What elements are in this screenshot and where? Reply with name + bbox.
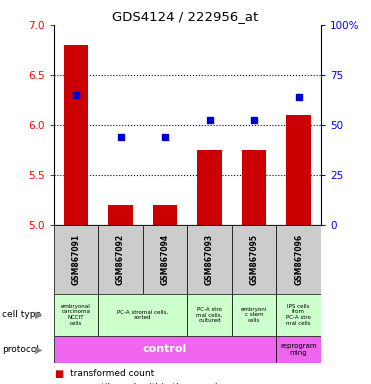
Bar [108,205,133,225]
Bar [187,225,232,294]
Bar [54,225,98,294]
Text: ■: ■ [54,383,63,384]
Text: GDS4124 / 222956_at: GDS4124 / 222956_at [112,10,259,23]
Bar [276,225,321,294]
Bar [242,150,266,225]
Text: percentile rank within the sample: percentile rank within the sample [70,383,224,384]
Text: ■: ■ [54,369,63,379]
Bar [276,294,321,336]
Point [73,92,79,98]
Text: ▶: ▶ [35,310,43,320]
Bar [187,294,232,336]
Bar [98,225,143,294]
Bar [276,336,321,363]
Bar [54,294,98,336]
Text: GSM867091: GSM867091 [72,233,81,285]
Bar [98,294,187,336]
Bar [197,150,222,225]
Bar [64,45,88,225]
Text: cell type: cell type [2,310,41,319]
Text: embryoni
c stem
cells: embryoni c stem cells [241,306,267,323]
Text: reprogram
ming: reprogram ming [280,343,317,356]
Text: GSM867092: GSM867092 [116,233,125,285]
Text: embryonal
carcinoma
NCCIT
cells: embryonal carcinoma NCCIT cells [61,304,91,326]
Text: protocol: protocol [2,345,39,354]
Bar [232,225,276,294]
Text: ▶: ▶ [35,344,43,354]
Text: PC-A stromal cells,
sorted: PC-A stromal cells, sorted [117,310,168,320]
Bar [54,336,276,363]
Point [162,134,168,140]
Bar [153,205,177,225]
Text: GSM867096: GSM867096 [294,233,303,285]
Text: GSM867095: GSM867095 [250,234,259,285]
Text: PC-A stro
mal cells,
cultured: PC-A stro mal cells, cultured [197,306,223,323]
Bar [286,115,311,225]
Point [296,94,302,100]
Bar [232,294,276,336]
Text: transformed count: transformed count [70,369,155,377]
Point [207,117,213,123]
Point [251,117,257,123]
Text: GSM867093: GSM867093 [205,233,214,285]
Text: control: control [143,344,187,354]
Point [118,134,124,140]
Bar [143,225,187,294]
Text: IPS cells
from
PC-A stro
mal cells: IPS cells from PC-A stro mal cells [286,304,311,326]
Text: GSM867094: GSM867094 [161,233,170,285]
